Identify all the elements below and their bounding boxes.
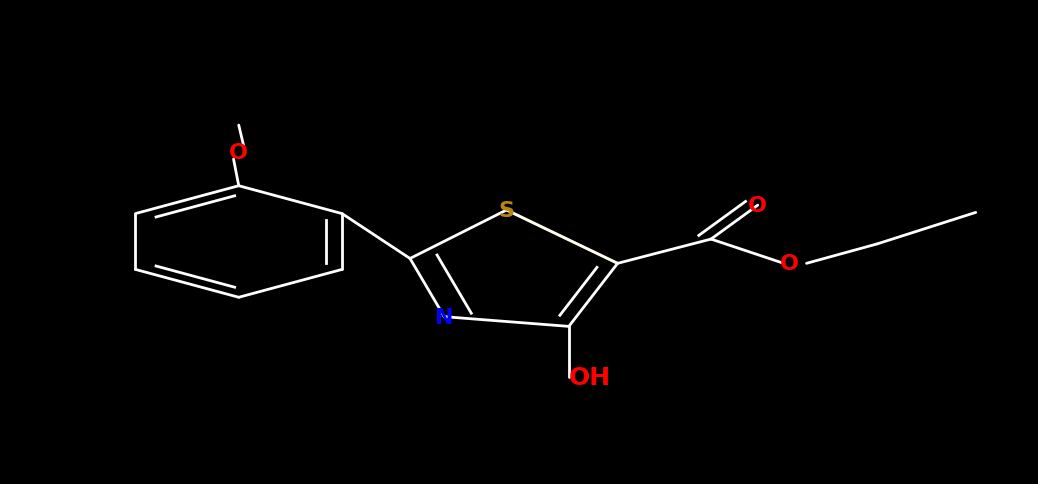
- Text: O: O: [229, 142, 248, 163]
- Text: O: O: [748, 196, 767, 216]
- Text: S: S: [498, 200, 515, 221]
- Text: O: O: [780, 254, 798, 274]
- Text: OH: OH: [569, 365, 610, 390]
- Text: N: N: [435, 307, 454, 327]
